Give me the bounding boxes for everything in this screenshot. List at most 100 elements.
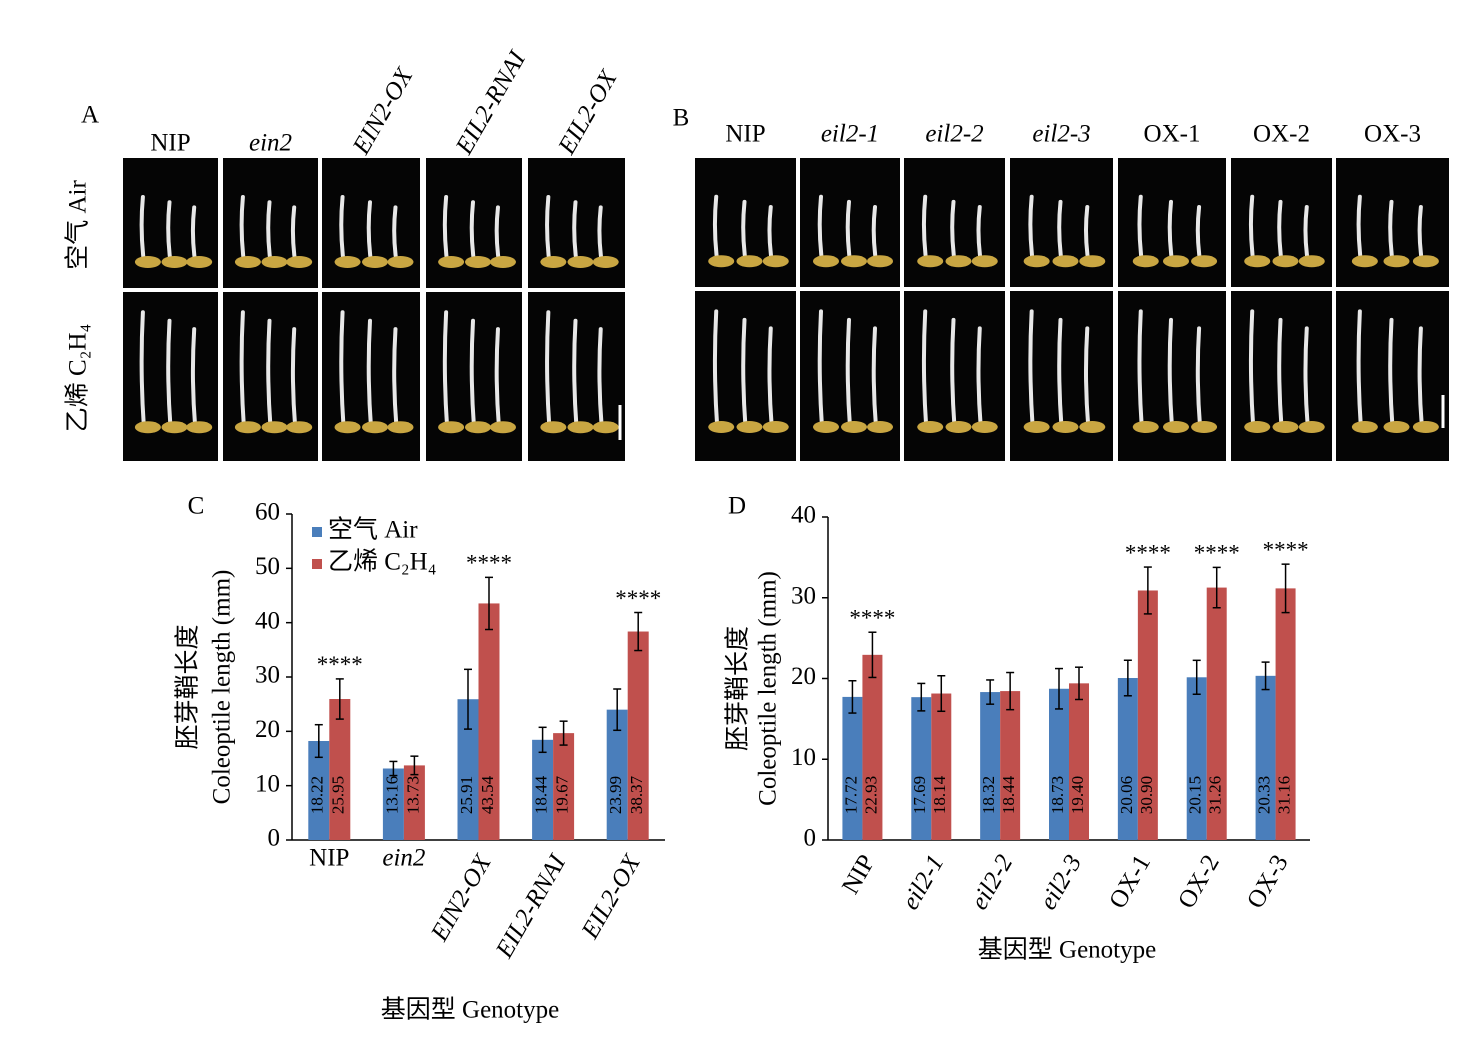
photo-cell (223, 158, 318, 288)
photo-cell (528, 292, 625, 461)
seed (1052, 421, 1079, 433)
photo-cell (528, 158, 625, 288)
panel-label: A (81, 102, 99, 129)
error-bar (1143, 566, 1152, 615)
photo-cell (1336, 158, 1449, 287)
seedling (1028, 194, 1035, 264)
seedling (1356, 194, 1363, 264)
seedling (1303, 205, 1310, 264)
seed (1191, 255, 1218, 268)
y-tick-label: 40 (255, 607, 280, 634)
seed (134, 421, 161, 434)
error-bar (1192, 659, 1201, 695)
seedling (950, 317, 957, 429)
bar (931, 693, 952, 840)
column-header: eil2-1 (821, 121, 879, 148)
photo-cell (1231, 158, 1332, 287)
bar (308, 741, 330, 840)
x-tick-label: ein2 (382, 845, 425, 872)
x-tick-label: NIP (837, 850, 881, 898)
seedling (1277, 317, 1284, 429)
seedling (545, 195, 552, 264)
seed (261, 256, 288, 268)
row-label: 空气 Air (64, 180, 92, 270)
error-bar (1075, 666, 1083, 701)
seedling (1167, 199, 1174, 264)
error-bar (464, 668, 472, 730)
seed (813, 421, 839, 433)
value-label: 17.69 (910, 776, 929, 814)
seedling (1195, 205, 1203, 264)
seedling (139, 195, 146, 264)
seedling (1277, 199, 1284, 264)
bar (329, 699, 351, 840)
photo-cell (904, 158, 1005, 287)
seedling (545, 310, 552, 430)
significance: **** (466, 551, 512, 576)
seed (362, 421, 388, 434)
seedling (366, 318, 373, 430)
seed (971, 255, 998, 268)
seedling (1248, 194, 1256, 264)
error-bar (917, 682, 926, 712)
bar (980, 692, 1001, 840)
seedling (1084, 326, 1091, 429)
seedling (1137, 309, 1144, 429)
seedling (469, 200, 476, 264)
seedling (290, 327, 298, 430)
bar (606, 709, 628, 840)
seedling (1057, 317, 1064, 429)
seed (438, 256, 465, 268)
x-tick-label: eil2-1 (897, 850, 950, 914)
column-header: ein2 (249, 130, 292, 157)
error-bar (848, 680, 857, 714)
seed (134, 256, 161, 268)
seed (736, 421, 763, 433)
photo-cell (322, 158, 420, 288)
bar (1206, 587, 1227, 840)
bar (1049, 688, 1069, 840)
seedling (166, 200, 173, 264)
bar (1275, 588, 1296, 840)
seed (736, 255, 763, 268)
column-header: OX-3 (1364, 121, 1421, 148)
y-tick-label: 50 (255, 553, 280, 580)
seedling (712, 194, 720, 264)
seed (592, 421, 619, 434)
seed (762, 421, 789, 433)
seed (762, 255, 789, 268)
error-bar (538, 726, 547, 754)
photo-cell (123, 292, 218, 461)
y-axis-label: Coleoptile length (mm) (209, 570, 236, 805)
y-axis-label: Coleoptile length (mm) (755, 571, 782, 806)
seedling (845, 199, 852, 264)
column-header: EIL2-OX (553, 64, 624, 159)
legend-swatch (312, 527, 322, 537)
column-header: OX-2 (1253, 121, 1310, 148)
seedling (1356, 309, 1363, 429)
seed (286, 256, 313, 268)
bar (457, 699, 479, 840)
seed (387, 256, 414, 268)
column-header: EIN2-OX (347, 62, 419, 160)
seed (540, 256, 567, 268)
seed (362, 256, 388, 268)
seedling (1195, 326, 1203, 429)
bar (478, 603, 500, 840)
seedling (392, 205, 399, 264)
seedling (139, 310, 146, 430)
significance: **** (317, 652, 363, 677)
seed (1351, 421, 1378, 433)
seedling (1303, 326, 1310, 429)
column-header: OX-1 (1144, 121, 1201, 148)
bar (627, 631, 649, 840)
value-label: 38.37 (627, 775, 646, 814)
value-label: 43.54 (478, 775, 497, 814)
seedling (266, 200, 273, 264)
value-label: 13.73 (403, 776, 422, 814)
x-tick-label: EIL2-OX (576, 849, 647, 944)
y-tick-label: 60 (255, 499, 280, 526)
seedling (1248, 309, 1256, 429)
seed (261, 421, 288, 434)
seed (334, 421, 361, 434)
